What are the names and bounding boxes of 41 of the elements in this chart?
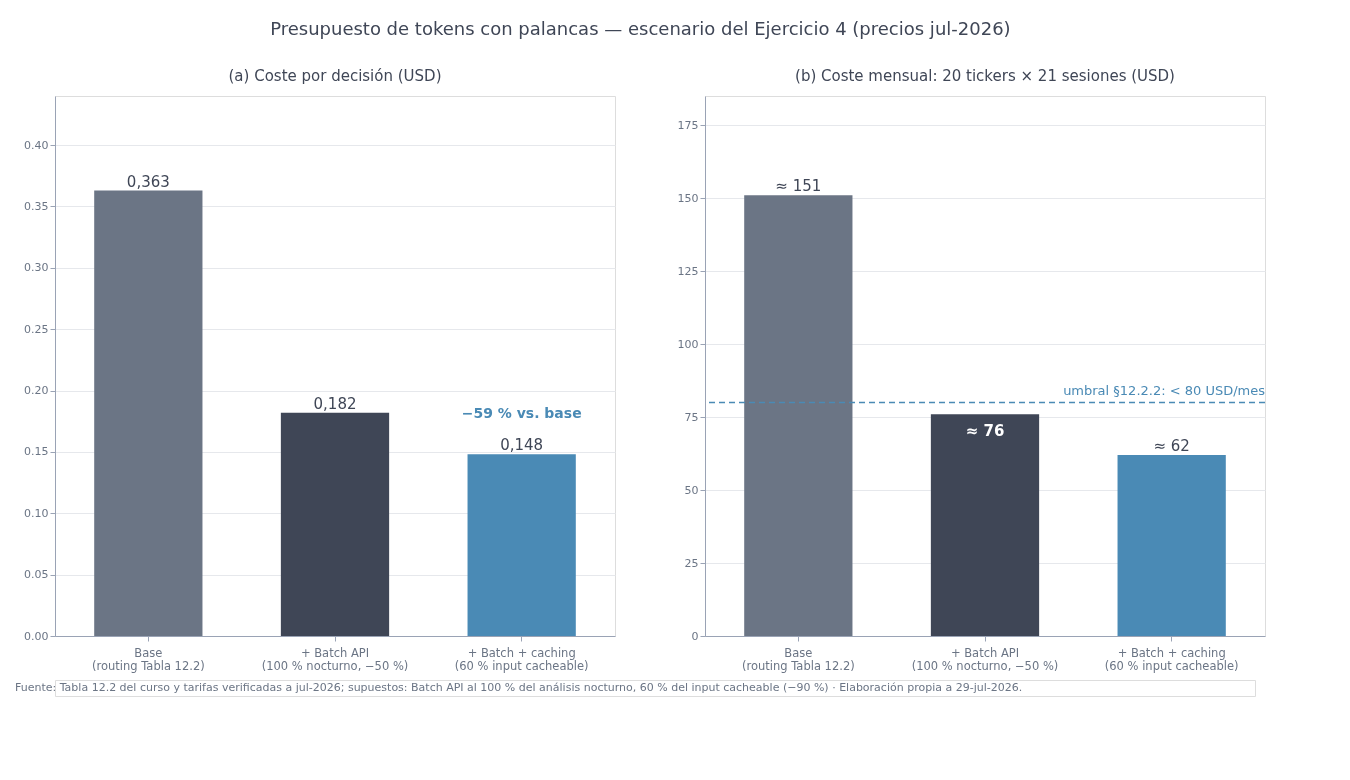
bar	[1117, 455, 1226, 636]
ref-line-label: umbral §12.2.2: < 80 USD/mes	[1063, 383, 1266, 399]
y-tick-label: 25	[684, 556, 699, 570]
data-label: ≈ 151	[775, 177, 822, 196]
x-tick-label: Base (routing Tabla 12.2)	[741, 645, 855, 673]
y-tick-label: 0.20	[24, 384, 49, 398]
chart-title: (b) Coste mensual: 20 tickers × 21 sesiones (USD)	[795, 67, 1175, 85]
data-label: 0,363	[126, 172, 170, 191]
data-label: 0,182	[313, 394, 357, 413]
x-tick-label: + Batch + caching (60 % input cacheable)	[1104, 645, 1239, 673]
x-tick-label: + Batch API (100 % nocturno, −50 %)	[911, 645, 1059, 673]
x-tick-label: Base (routing Tabla 12.2)	[91, 645, 205, 673]
bar	[94, 190, 203, 636]
x-tick-label: + Batch API (100 % nocturno, −50 %)	[261, 645, 409, 673]
y-tick-label: 150	[677, 191, 699, 205]
bar	[744, 195, 853, 636]
chart-title: (a) Coste por decisión (USD)	[228, 67, 442, 85]
y-tick-label: 0.35	[24, 199, 49, 213]
y-tick-label: 0.10	[24, 506, 49, 520]
bar	[467, 454, 576, 636]
y-tick-label: 0.25	[24, 322, 49, 336]
y-tick-label: 0.05	[24, 568, 49, 582]
annotation: −59 % vs. base	[461, 405, 582, 422]
y-tick-label: 0.15	[24, 445, 49, 459]
y-tick-label: 0.00	[24, 629, 49, 643]
bar	[930, 414, 1040, 636]
y-tick-label: 175	[677, 118, 699, 132]
y-tick-label: 0.30	[24, 261, 49, 275]
data-label: ≈ 76	[965, 422, 1005, 441]
bar	[280, 412, 390, 636]
y-tick-label: 0	[691, 629, 699, 643]
source-note: Fuente: Tabla 12.2 del curso y tarifas verificadas a jul-2026; supuestos: Batch API al 100 % del análisis nocturno, 60 % del input cacheable (−90 %) · Elaboración propia a 29-jul-2026.	[15, 681, 1023, 694]
y-tick-label: 75	[684, 410, 699, 424]
x-tick-label: + Batch + caching (60 % input cacheable)	[454, 645, 589, 673]
data-label: ≈ 62	[1153, 437, 1190, 456]
data-label: 0,148	[500, 436, 544, 455]
y-tick-label: 125	[677, 264, 699, 278]
y-tick-label: 100	[677, 337, 699, 351]
y-tick-label: 0.40	[24, 138, 49, 152]
y-tick-label: 50	[684, 483, 699, 497]
text: Presupuesto de tokens con palancas — escenario del Ejercicio 4 (precios jul-2026)	[270, 17, 1011, 39]
